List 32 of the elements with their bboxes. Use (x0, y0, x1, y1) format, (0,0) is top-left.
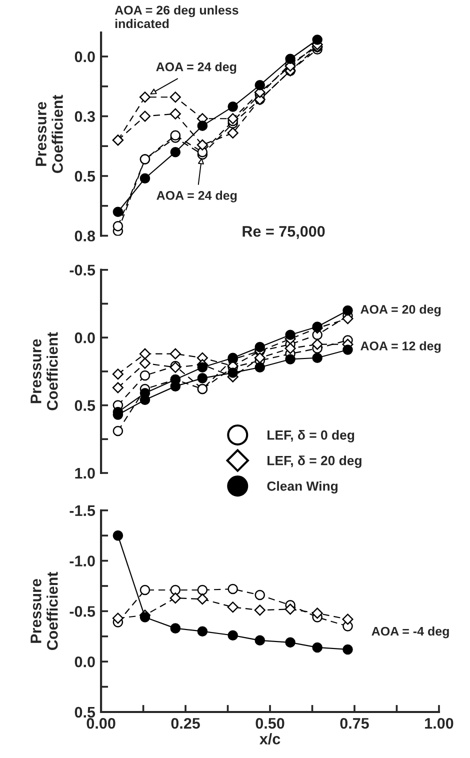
legend-label: LEF, δ = 20 deg (268, 456, 362, 468)
y-tick-label: 0.8 (74, 230, 96, 242)
annotation: Re = 75,000 (242, 226, 325, 240)
y-tick-label: 0.0 (74, 656, 95, 668)
y-tick-label: 0.5 (74, 170, 96, 182)
y-tick-label: -1.0 (70, 556, 95, 566)
y-tick-label: 0.5 (74, 706, 96, 718)
y-tick-label: -0.5 (70, 606, 96, 617)
annotation: AOA = 12 deg (360, 341, 441, 353)
y-tick-label: -0.5 (70, 264, 96, 276)
y-tick-label: 0.0 (74, 51, 95, 62)
y-axis-title: Pressure Coefficient (30, 332, 58, 410)
x-tick-label: 0.75 (340, 718, 369, 729)
y-tick-label: -1.5 (70, 505, 96, 516)
annotation: AOA = -4 deg (372, 626, 449, 638)
y-tick-label: 0.0 (74, 332, 95, 344)
legend-label: LEF, δ = 0 deg (268, 430, 354, 442)
y-axis-title: Pressure Coefficient (36, 94, 63, 174)
annotation: AOA = 24 deg (156, 62, 236, 74)
y-tick-label: 0.3 (74, 111, 95, 122)
annotation: AOA = 24 deg (156, 190, 237, 202)
y-tick-label: 1.0 (75, 468, 95, 479)
x-tick-label: 0.00 (86, 718, 116, 729)
annotation: AOA = 20 deg (360, 304, 441, 316)
legend-label: Clean Wing (267, 481, 338, 494)
y-axis-title: Pressure Coefficient (30, 572, 58, 650)
x-tick-label: 0.25 (171, 718, 200, 729)
x-axis-title: x/c (260, 733, 280, 745)
y-tick-label: 0.5 (74, 400, 96, 411)
x-tick-label: 0.50 (256, 718, 284, 729)
text: AOA = 26 deg unless indicated (114, 5, 238, 28)
x-tick-label: 1.00 (425, 718, 454, 729)
